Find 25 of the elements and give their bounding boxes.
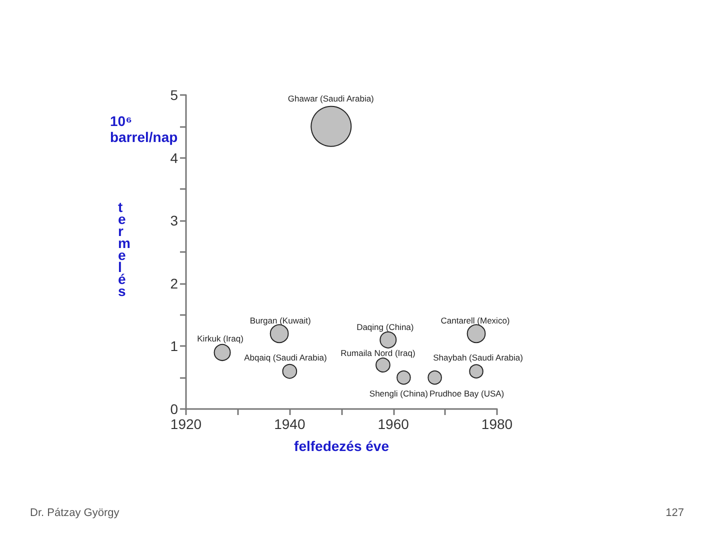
- data-label: Ghawar (Saudi Arabia): [288, 93, 374, 104]
- y-tick-label: 0: [170, 401, 178, 417]
- x-tick-label: 1940: [274, 416, 306, 432]
- data-label: Cantarell (Mexico): [440, 316, 510, 326]
- y-tick-label: 2: [170, 275, 178, 292]
- x-tick-label: 1960: [378, 416, 410, 432]
- text: 127: [666, 507, 684, 519]
- data-label: Abqaiq (Saudi Arabia): [244, 352, 327, 362]
- y-axis-title: termelés: [118, 199, 130, 299]
- y-tick-label: 3: [170, 212, 178, 229]
- text: Dr. Pátzay György: [30, 507, 120, 519]
- x-tick-label: 1920: [170, 416, 202, 432]
- y-tick-label: 1: [170, 338, 178, 354]
- data-label: Shengli (China): [369, 388, 428, 399]
- y-tick-label: 5: [170, 87, 178, 103]
- x-tick-label: 1980: [481, 416, 513, 432]
- data-label: Shaybah (Saudi Arabia): [433, 352, 524, 362]
- data-label: Burgan (Kuwait): [250, 316, 311, 326]
- data-label: Kirkuk (Iraq): [197, 333, 244, 344]
- y-tick-label: 4: [170, 150, 178, 166]
- data-label: Rumaila Nord (Iraq): [340, 348, 416, 358]
- data-label: Daqing (China): [356, 322, 414, 332]
- x-axis-title: felfedezés éve: [294, 438, 390, 454]
- text: 10⁶ barrel/nap: [110, 113, 178, 145]
- data-label: Prudhoe Bay (USA): [429, 388, 504, 399]
